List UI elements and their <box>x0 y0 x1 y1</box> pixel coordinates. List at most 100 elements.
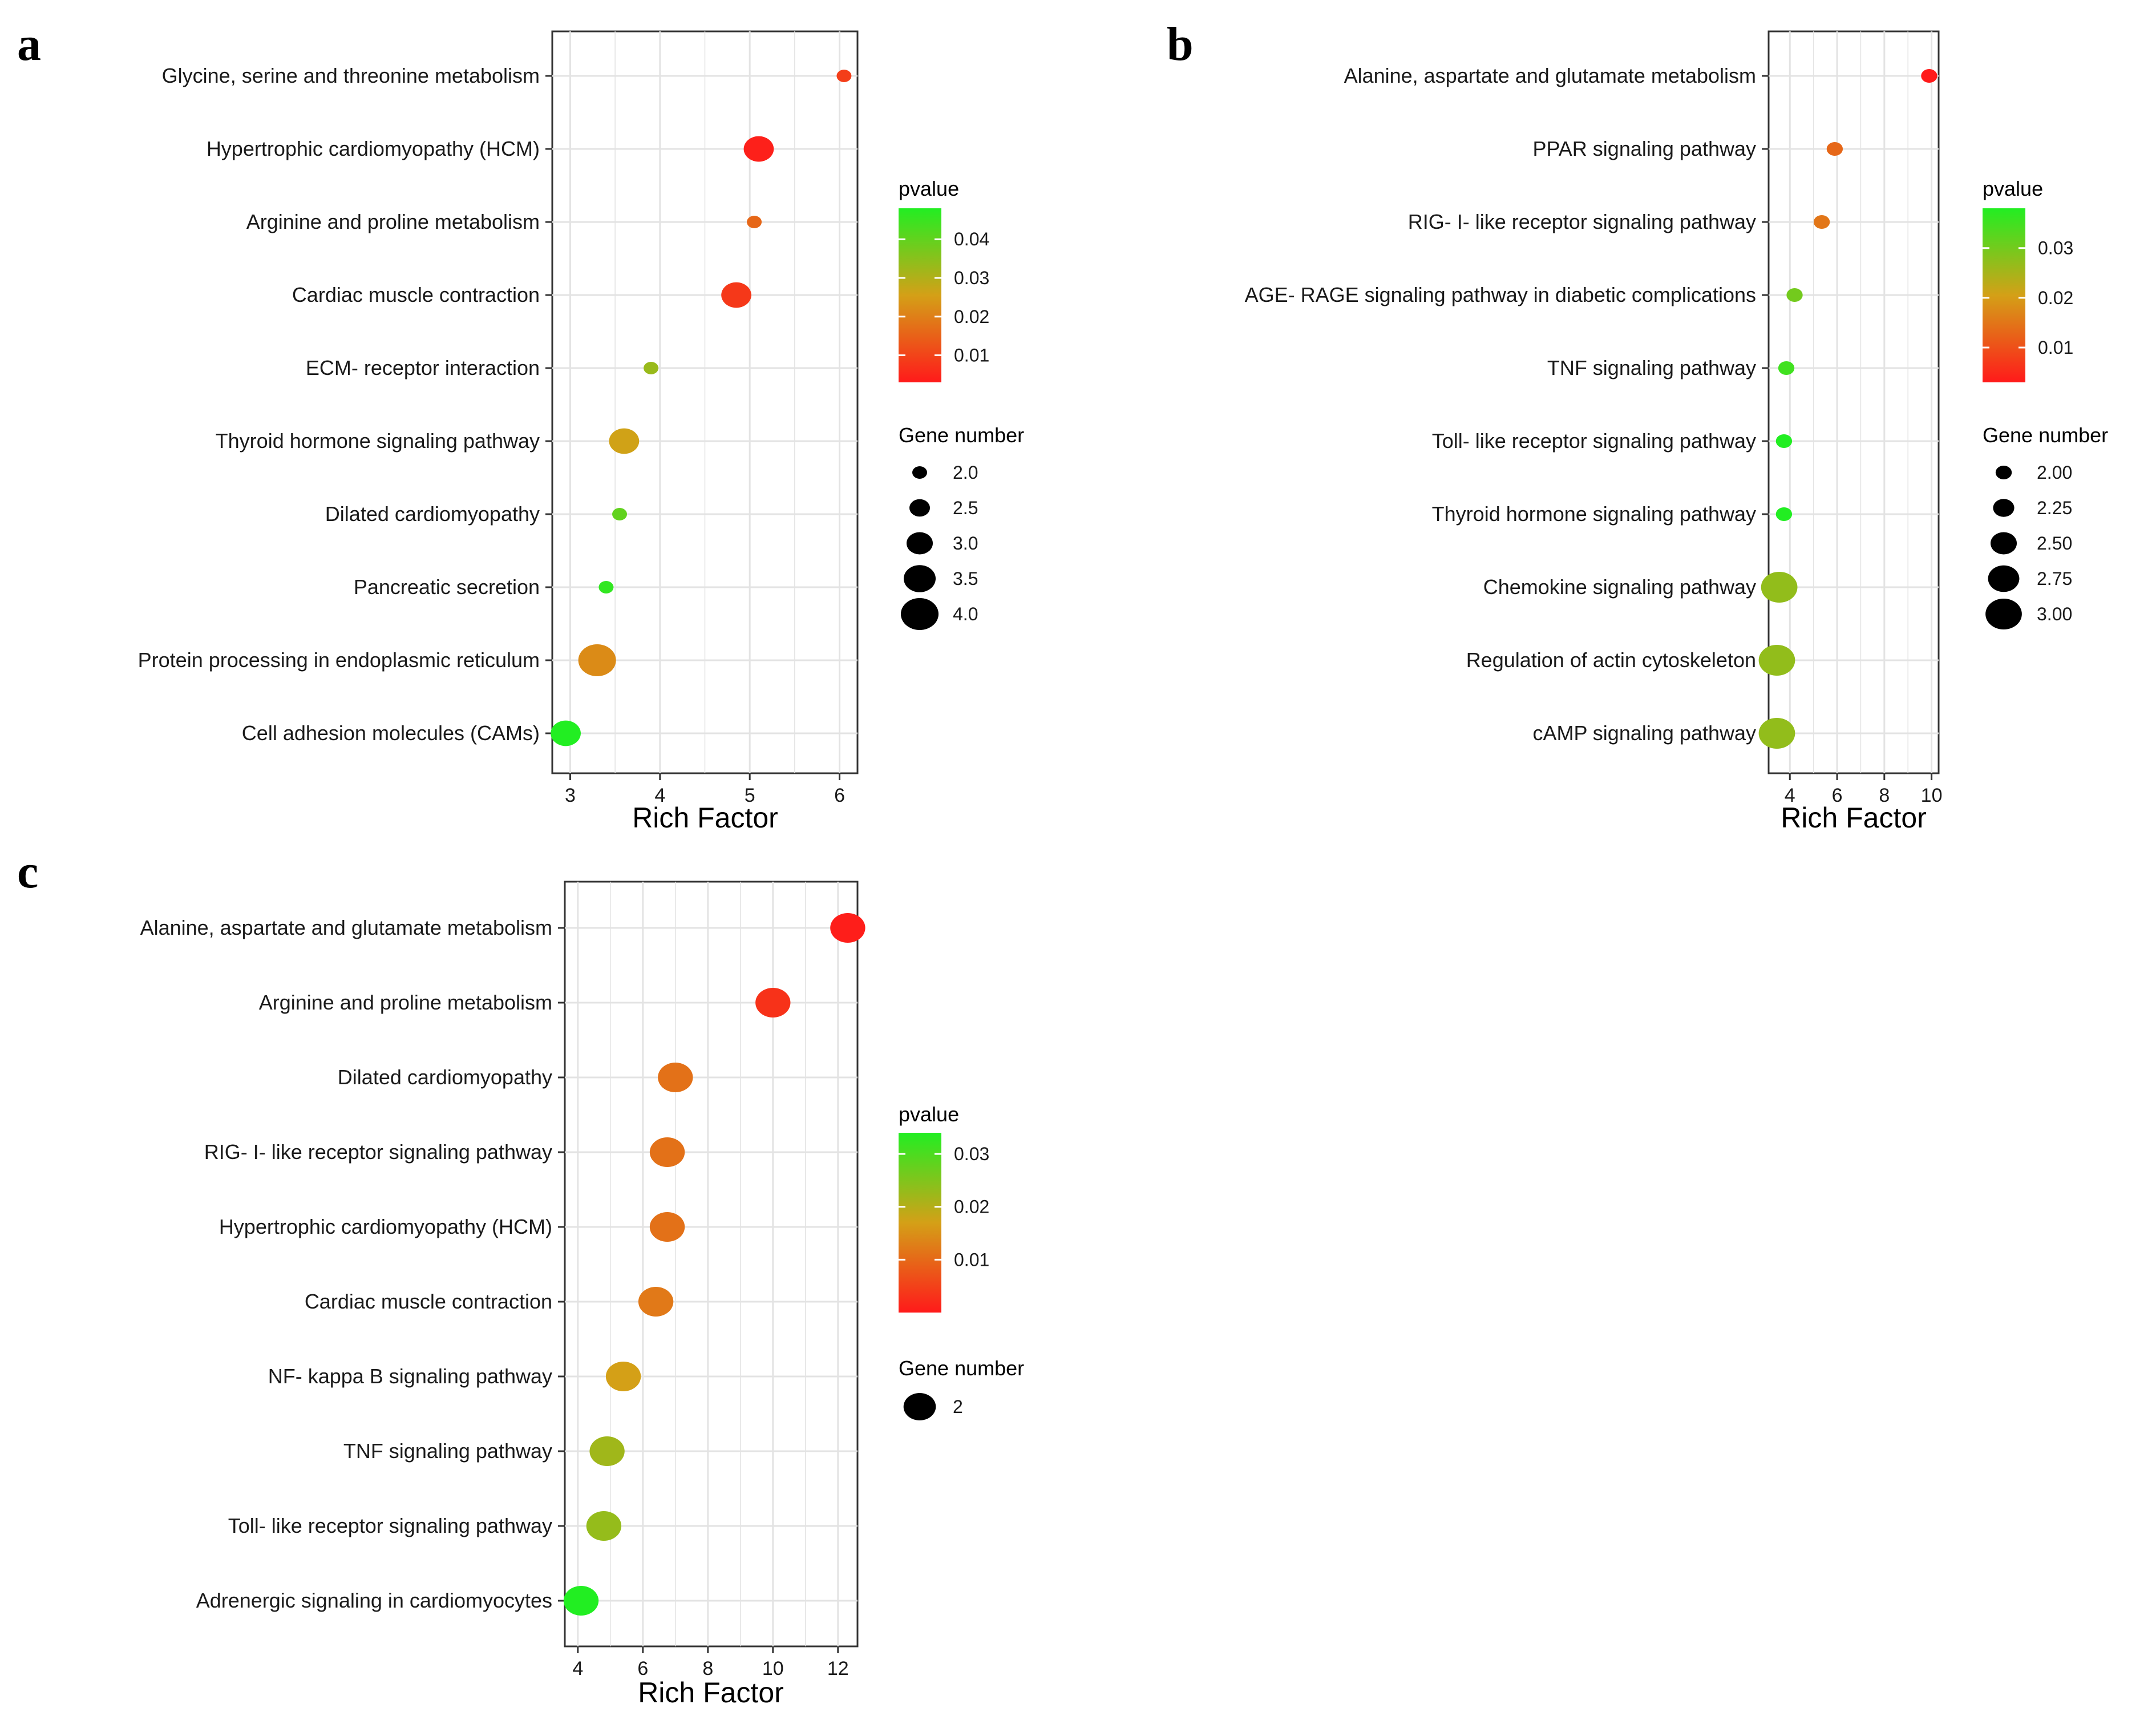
category-label: PPAR signaling pathway <box>1532 137 1756 160</box>
gene-number-legend-title-a: Gene number <box>899 423 1024 447</box>
data-point <box>755 988 791 1018</box>
data-point <box>563 1586 599 1616</box>
gene-number-tick-label: 4.0 <box>953 604 978 624</box>
x-axis-title-c: Rich Factor <box>638 1677 784 1709</box>
panel-b: b Alanine, aspartate and glutamate metab… <box>1167 18 2108 834</box>
gene-number-key <box>1985 599 2022 629</box>
pvalue-legend-c: pvalue 0.01 0.02 0.03 <box>899 1103 989 1313</box>
data-point <box>649 1137 685 1167</box>
data-point <box>649 1212 685 1242</box>
x-tick-label: 8 <box>1879 785 1890 806</box>
pvalue-tick-label: 0.03 <box>954 268 989 288</box>
gene-number-legend-title-c: Gene number <box>899 1356 1024 1380</box>
gene-number-tick-label: 2.25 <box>2037 498 2072 518</box>
category-label: Alanine, aspartate and glutamate metabol… <box>140 916 552 939</box>
category-label: RIG- I- like receptor signaling pathway <box>204 1140 552 1164</box>
gene-number-tick-label: 3.00 <box>2037 604 2072 624</box>
gene-number-tick-label: 3.5 <box>953 568 978 589</box>
gene-number-tick-label: 3.0 <box>953 533 978 554</box>
gene-number-tick-label: 2.5 <box>953 498 978 518</box>
gene-number-key <box>1993 499 2015 517</box>
panel-letter-b: b <box>1167 18 1194 71</box>
data-point <box>1786 288 1803 302</box>
gene-number-tick-label: 2.0 <box>953 462 978 483</box>
data-point <box>1778 361 1795 375</box>
pvalue-legend-b: pvalue 0.01 0.02 0.03 <box>1983 177 2073 382</box>
pvalue-tick-label: 0.04 <box>954 229 989 249</box>
gene-number-key <box>1990 532 2017 555</box>
category-label: TNF signaling pathway <box>343 1439 552 1463</box>
pvalue-legend-title-b: pvalue <box>1983 177 2043 200</box>
category-label: cAMP signaling pathway <box>1532 721 1756 745</box>
gene-number-legend-c: Gene number 2 <box>899 1356 1024 1420</box>
pvalue-legend-a: pvalue 0.01 0.02 0.03 0.04 <box>899 177 989 382</box>
data-point <box>1826 142 1843 156</box>
gene-number-key <box>900 598 939 630</box>
gene-number-key <box>909 499 930 517</box>
category-label: Arginine and proline metabolism <box>246 210 540 233</box>
category-label: Cell adhesion molecules (CAMs) <box>242 721 540 745</box>
grid-a <box>552 31 857 773</box>
x-tick-label: 4 <box>572 1658 583 1679</box>
x-tick-label: 12 <box>827 1658 849 1679</box>
data-point <box>605 1362 641 1391</box>
data-point <box>1921 69 1937 83</box>
gene-number-key <box>912 466 927 479</box>
panel-c: c Alanine, aspartate and glutamate metab… <box>17 845 1024 1709</box>
data-point <box>743 136 774 162</box>
data-point <box>1761 572 1798 603</box>
data-point <box>721 282 751 308</box>
gene-number-tick-label: 2.00 <box>2037 462 2072 483</box>
category-label: Cardiac muscle contraction <box>305 1290 552 1313</box>
x-axis-title-a: Rich Factor <box>632 802 778 834</box>
data-point <box>644 362 659 374</box>
points-b <box>1758 69 1937 749</box>
data-point <box>1758 645 1795 676</box>
data-point <box>638 1287 674 1317</box>
gene-number-tick-label: 2 <box>953 1396 963 1417</box>
category-label: TNF signaling pathway <box>1547 356 1756 379</box>
data-point <box>612 508 627 520</box>
x-tick-label: 5 <box>745 785 755 806</box>
data-point <box>836 70 852 82</box>
category-label: RIG- I- like receptor signaling pathway <box>1408 210 1756 233</box>
gene-number-key <box>903 1393 936 1420</box>
panel-letter-a: a <box>17 18 41 71</box>
pvalue-tick-label: 0.03 <box>2038 238 2073 259</box>
x-tick-label: 10 <box>1921 785 1943 806</box>
pvalue-tick-label: 0.02 <box>954 306 989 327</box>
category-label: AGE- RAGE signaling pathway in diabetic … <box>1245 283 1756 306</box>
data-point <box>578 644 616 676</box>
category-label: Thyroid hormone signaling pathway <box>1432 502 1756 526</box>
gene-number-ticks-b: 2.00 2.25 2.50 2.75 3.00 <box>1985 462 2072 629</box>
x-axis-title-b: Rich Factor <box>1781 802 1927 834</box>
pvalue-tick-label: 0.03 <box>954 1144 989 1164</box>
data-point <box>830 913 865 943</box>
gene-number-legend-title-b: Gene number <box>1983 423 2108 447</box>
gene-number-tick-label: 2.75 <box>2037 568 2072 589</box>
data-point <box>551 720 581 746</box>
x-tick-label: 6 <box>834 785 845 806</box>
panel-a: a Glycine, serine and threonine metaboli… <box>17 18 1024 834</box>
points-c <box>563 913 865 1616</box>
plot-frame-b <box>1767 30 1940 774</box>
x-tick-label: 8 <box>702 1658 713 1679</box>
x-tick-label: 3 <box>565 785 576 806</box>
x-tick-label: 4 <box>654 785 665 806</box>
gene-number-ticks-c: 2 <box>903 1393 963 1420</box>
data-point <box>586 1511 622 1541</box>
points-a <box>551 70 852 746</box>
data-point <box>1758 718 1795 749</box>
pvalue-tick-label: 0.01 <box>954 345 989 366</box>
category-label: Toll- like receptor signaling pathway <box>1432 429 1756 453</box>
category-label: Protein processing in endoplasmic reticu… <box>138 648 540 672</box>
category-label: ECM- receptor interaction <box>306 356 540 379</box>
category-label: Glycine, serine and threonine metabolism <box>162 64 540 87</box>
category-label: Thyroid hormone signaling pathway <box>216 429 540 453</box>
category-label: NF- kappa B signaling pathway <box>268 1364 552 1388</box>
x-tick-label: 4 <box>1785 785 1795 806</box>
category-label: Pancreatic secretion <box>354 575 540 599</box>
gene-number-legend-b: Gene number 2.00 2.25 2.50 2.75 3.00 <box>1983 423 2108 629</box>
category-label: Dilated cardiomyopathy <box>325 502 540 526</box>
category-label: Dilated cardiomyopathy <box>338 1065 552 1089</box>
